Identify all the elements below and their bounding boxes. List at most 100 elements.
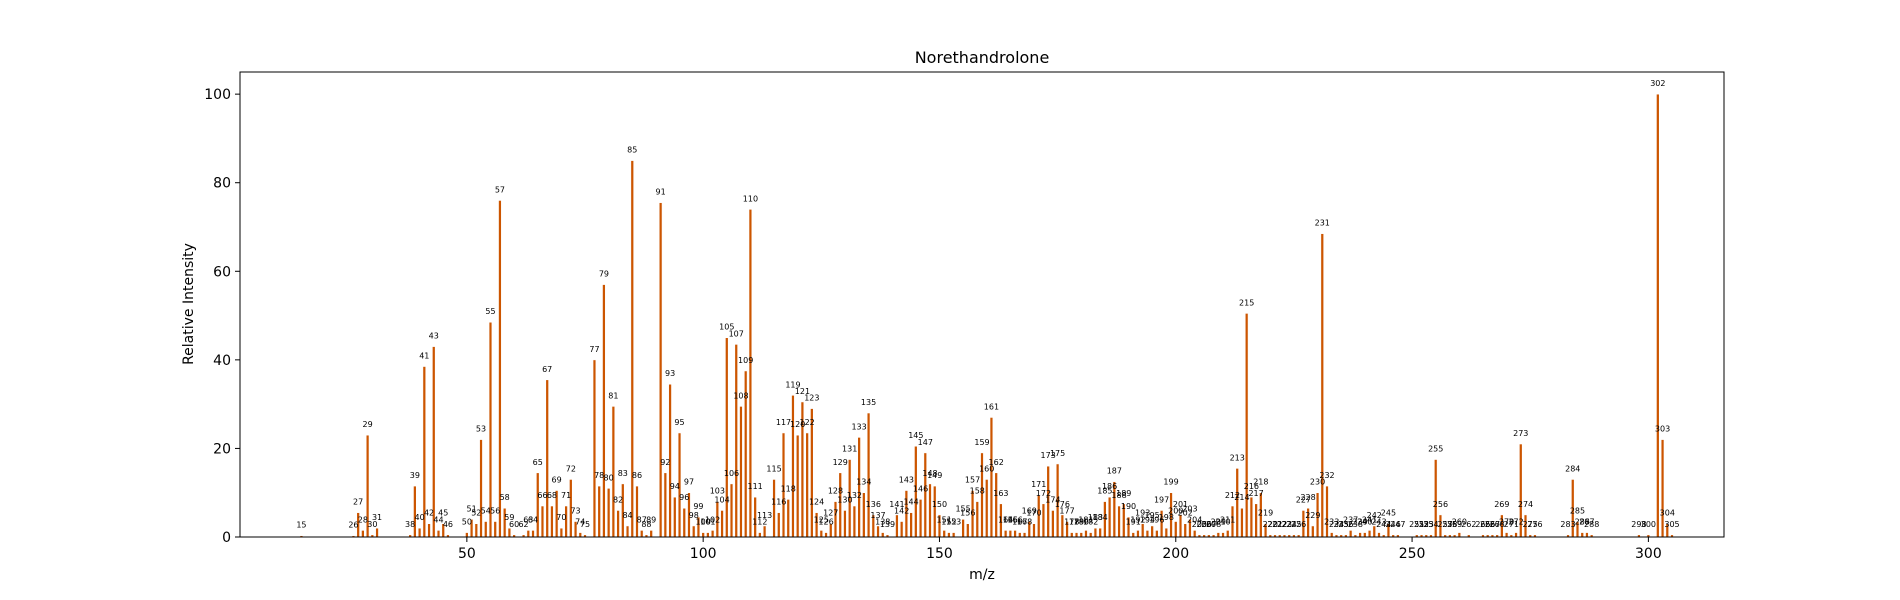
- peak-bar: [1192, 530, 1197, 538]
- peak-bar: [1098, 527, 1102, 538]
- y-tick-label: 60: [213, 264, 231, 280]
- peak-label: 146: [913, 484, 928, 493]
- peak-bar: [762, 525, 767, 538]
- peak-label: 236: [1338, 520, 1353, 529]
- peak-label: 191: [1126, 518, 1141, 527]
- peak-label: 212: [1225, 491, 1240, 500]
- peak-label: 259: [1447, 520, 1462, 529]
- peak-bar: [819, 530, 824, 538]
- peak-bar: [805, 432, 809, 538]
- peak-label: 58: [500, 493, 510, 502]
- peak-label: 177: [1059, 507, 1074, 516]
- peak-bar: [436, 530, 441, 538]
- peak-bar: [1358, 532, 1362, 538]
- peak-bar: [739, 406, 743, 538]
- peak-label: 129: [833, 458, 848, 467]
- peak-label: 185: [1097, 487, 1112, 496]
- peak-bar: [559, 527, 564, 538]
- peak-bar: [881, 532, 885, 538]
- peak-label: 96: [679, 493, 689, 502]
- peak-bar: [843, 510, 847, 538]
- peak-label: 254: [1423, 520, 1438, 529]
- peak-label: 275: [1523, 520, 1538, 529]
- peak-label: 179: [1069, 518, 1084, 527]
- peak-label: 50: [462, 518, 472, 527]
- peak-bar: [1164, 527, 1169, 538]
- peak-bar: [758, 532, 762, 538]
- peak-label: 97: [684, 478, 694, 487]
- peak-bar: [1580, 532, 1584, 538]
- peak-bar: [899, 521, 904, 538]
- peak-bar: [1088, 532, 1093, 538]
- peak-label: 161: [984, 402, 999, 411]
- peak-bar: [602, 284, 606, 538]
- peak-label: 26: [348, 521, 358, 530]
- peak-bar: [725, 337, 729, 538]
- peak-label: 70: [556, 513, 566, 522]
- peak-bar: [1656, 93, 1660, 538]
- peak-label: 94: [670, 482, 680, 491]
- peak-label: 122: [799, 418, 814, 427]
- peak-label: 67: [542, 365, 552, 374]
- peak-label: 246: [1386, 520, 1401, 529]
- plot-frame: [239, 71, 1725, 538]
- peak-bar: [1136, 530, 1140, 538]
- peak-label: 169: [1022, 507, 1037, 516]
- peak-label: 104: [714, 495, 729, 504]
- peak-bar: [961, 518, 965, 538]
- peak-bar: [777, 512, 781, 538]
- peak-label: 244: [1376, 520, 1391, 529]
- peak-bar: [597, 485, 601, 538]
- peak-label: 85: [627, 146, 637, 155]
- peak-label: 149: [927, 471, 942, 480]
- peak-label: 15: [296, 521, 306, 530]
- peak-label: 103: [710, 487, 725, 496]
- peak-label: 268: [1490, 520, 1505, 529]
- peak-bar: [507, 527, 512, 538]
- peak-bar: [630, 160, 634, 538]
- peak-bar: [417, 527, 422, 538]
- peak-label: 171: [1031, 480, 1046, 489]
- peak-label: 78: [594, 471, 604, 480]
- peak-label: 95: [674, 418, 684, 427]
- peak-label: 147: [918, 438, 933, 447]
- peak-label: 120: [790, 420, 805, 429]
- peak-label: 72: [566, 464, 576, 473]
- peak-label: 141: [889, 500, 904, 509]
- x-tick-label: 300: [1635, 546, 1662, 562]
- peak-label: 84: [622, 511, 632, 520]
- peak-label: 230: [1310, 478, 1325, 487]
- peak-bar: [918, 499, 923, 538]
- peak-bar: [1155, 530, 1159, 538]
- chart-title: Norethandrolone: [915, 48, 1050, 67]
- peak-bar: [1330, 532, 1334, 538]
- peak-label: 54: [481, 507, 491, 516]
- peak-label: 218: [1253, 478, 1268, 487]
- peak-label: 29: [363, 420, 373, 429]
- peak-bar: [838, 472, 842, 538]
- peak-label: 38: [405, 520, 415, 529]
- peak-label: 52: [471, 509, 481, 518]
- peak-bar: [833, 501, 838, 538]
- peak-bar: [951, 532, 956, 538]
- peak-bar: [1377, 532, 1381, 538]
- peak-bar: [947, 532, 951, 538]
- peak-label: 220: [1263, 520, 1278, 529]
- peak-label: 79: [599, 270, 609, 279]
- y-tick-label: 100: [204, 87, 231, 103]
- peak-bar: [1003, 530, 1008, 538]
- peak-label: 142: [894, 507, 909, 516]
- peak-label: 245: [1381, 509, 1396, 518]
- peak-label: 100: [696, 518, 711, 527]
- peak-label: 41: [419, 352, 429, 361]
- peak-bar: [720, 510, 724, 538]
- peak-bar: [540, 505, 545, 538]
- peak-label: 203: [1182, 504, 1197, 513]
- peak-bar: [1051, 510, 1055, 538]
- y-axis-ticks: 0 20 40 60 80 100: [204, 87, 240, 546]
- peak-label: 44: [433, 515, 443, 524]
- peak-label: 243: [1371, 518, 1386, 527]
- peak-bar: [994, 472, 998, 538]
- x-axis-label: m/z: [969, 567, 995, 583]
